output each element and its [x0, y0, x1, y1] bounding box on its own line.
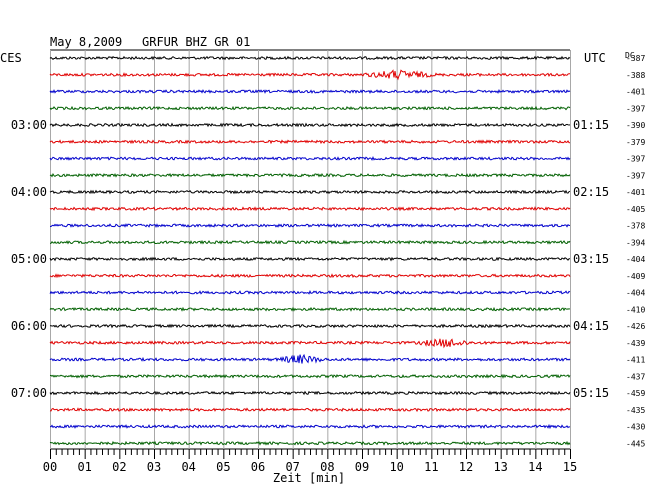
x-tick-label: 03	[147, 460, 161, 474]
x-tick-label: 00	[43, 460, 57, 474]
labels-layer: May 8,2009 GRFUR BHZ GR 01 CES UTC DC Ze…	[0, 35, 645, 485]
trace-line	[49, 139, 571, 145]
dc-offset-label: -410	[626, 305, 645, 314]
trace-line	[49, 390, 571, 396]
trace-line	[49, 273, 571, 279]
trace-line	[49, 206, 571, 212]
dc-offset-label: -390	[626, 121, 645, 130]
trace-line	[49, 239, 571, 245]
station-label: GRFUR BHZ GR 01	[142, 35, 250, 49]
dc-offset-label: -445	[626, 439, 645, 448]
trace-line	[49, 407, 571, 413]
dc-offset-label: -394	[626, 238, 645, 247]
x-tick-label: 14	[528, 460, 542, 474]
dc-offset-label: -378	[626, 222, 645, 231]
x-tick-label: 04	[181, 460, 195, 474]
seismogram-traces	[49, 55, 571, 446]
x-tick-label: 13	[493, 460, 507, 474]
trace-line	[49, 105, 571, 111]
date-label: May 8,2009	[50, 35, 122, 49]
x-tick-label: 08	[320, 460, 334, 474]
dc-offset-label: -397	[626, 104, 645, 113]
dc-offset-label: -401	[626, 188, 645, 197]
dc-offset-label: -387	[626, 54, 645, 63]
trace-line	[49, 172, 571, 178]
left-timezone-label: CES	[0, 51, 22, 65]
trace-line	[49, 373, 571, 379]
trace-line	[49, 306, 571, 312]
dc-offset-label: -439	[626, 339, 645, 348]
x-tick-label: 05	[216, 460, 230, 474]
trace-line	[49, 223, 571, 228]
x-tick-label: 11	[424, 460, 438, 474]
left-time-label: 05:00	[11, 252, 47, 266]
trace-line	[49, 189, 571, 195]
x-tick-label: 06	[251, 460, 265, 474]
trace-line	[49, 55, 571, 61]
right-time-label: 05:15	[573, 386, 609, 400]
right-timezone-label: UTC	[584, 51, 606, 65]
dc-offset-label: -430	[626, 423, 645, 432]
trace-line	[49, 69, 571, 81]
dc-offset-label: -437	[626, 372, 645, 381]
left-time-label: 06:00	[11, 319, 47, 333]
dc-offset-label: -411	[626, 356, 645, 365]
trace-line	[49, 289, 571, 295]
x-tick-label: 10	[389, 460, 403, 474]
left-time-label: 07:00	[11, 386, 47, 400]
x-tick-label: 02	[112, 460, 126, 474]
trace-line	[49, 440, 571, 446]
dc-offset-label: -401	[626, 88, 645, 97]
x-axis-ticks	[50, 449, 571, 459]
x-tick-label: 09	[355, 460, 369, 474]
x-tick-label: 12	[459, 460, 473, 474]
trace-line	[49, 122, 571, 128]
dc-offset-label: -405	[626, 205, 645, 214]
trace-line	[49, 89, 571, 94]
dc-offset-label: -426	[626, 322, 645, 331]
trace-line	[49, 323, 571, 329]
right-time-label: 03:15	[573, 252, 609, 266]
trace-line	[49, 353, 571, 364]
dc-offset-label: -388	[626, 71, 645, 80]
dc-offset-label: -397	[626, 155, 645, 164]
dc-header-label: DC	[625, 51, 635, 60]
dc-offset-label: -435	[626, 406, 645, 415]
left-time-label: 04:00	[11, 185, 47, 199]
dc-offset-label: -404	[626, 255, 645, 264]
dc-offset-label: -404	[626, 289, 645, 298]
dc-offset-label: -459	[626, 389, 645, 398]
right-time-label: 02:15	[573, 185, 609, 199]
x-tick-label: 01	[77, 460, 91, 474]
trace-line	[49, 156, 571, 161]
right-time-label: 04:15	[573, 319, 609, 333]
x-tick-label: 07	[285, 460, 299, 474]
trace-line	[49, 423, 571, 430]
right-time-label: 01:15	[573, 118, 609, 132]
trace-line	[49, 338, 571, 349]
dc-offset-label: -397	[626, 171, 645, 180]
trace-line	[49, 256, 571, 262]
left-time-label: 03:00	[11, 118, 47, 132]
x-tick-label: 15	[563, 460, 577, 474]
dc-offset-label: -379	[626, 138, 645, 147]
grid-lines	[50, 49, 571, 450]
x-axis-title: Zeit [min]	[273, 471, 345, 485]
dc-offset-label: -409	[626, 272, 645, 281]
